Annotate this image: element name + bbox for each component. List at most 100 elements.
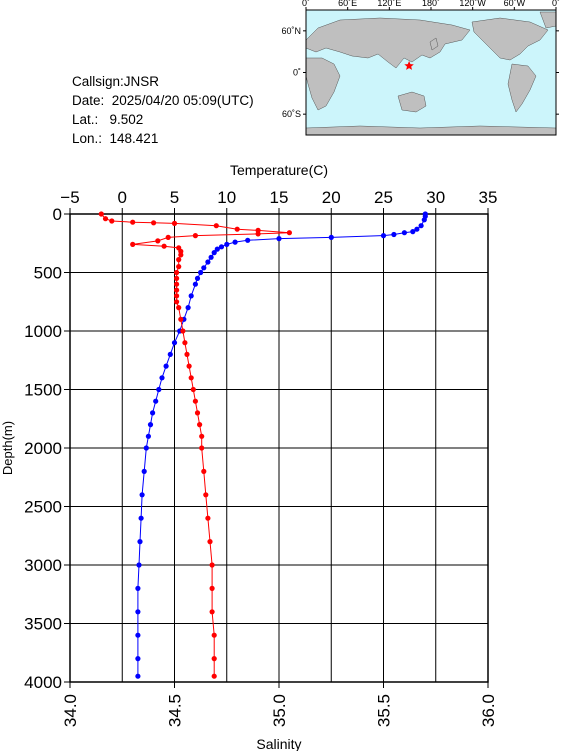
salinity-data-point xyxy=(186,363,192,369)
temperature-data-point xyxy=(276,236,282,242)
temperature-data-point xyxy=(143,445,149,451)
station-info: Callsign:JNSR Date: 2025/04/20 05:09(UTC… xyxy=(72,72,254,148)
temperature-data-point xyxy=(201,265,207,271)
temperature-data-point xyxy=(139,492,145,498)
salinity-data-point xyxy=(192,398,198,404)
temperature-series xyxy=(135,211,428,679)
salinity-data-point xyxy=(209,585,215,592)
temperature-tick-label: −5 xyxy=(60,188,79,207)
temperature-data-point xyxy=(167,351,173,357)
temperature-data-point xyxy=(198,269,204,276)
map-lon-label: 60˚W xyxy=(504,0,526,8)
temperature-data-point xyxy=(410,229,416,235)
salinity-data-point xyxy=(184,351,190,357)
series-layer xyxy=(98,211,428,679)
temperature-axis-label: Temperature(C) xyxy=(230,162,328,178)
map-lon-label: 0˚ xyxy=(302,0,310,8)
salinity-data-point xyxy=(171,220,178,226)
salinity-data-point xyxy=(201,468,207,474)
depth-tick-label: 2500 xyxy=(24,498,62,517)
temperature-tick-label: 30 xyxy=(426,188,445,207)
temperature-tick-label: 0 xyxy=(118,188,127,207)
temperature-data-point xyxy=(218,244,225,250)
map-lon-label: 60˚E xyxy=(338,0,357,8)
salinity-data-point xyxy=(130,241,136,247)
temperature-data-point xyxy=(401,230,407,236)
salinity-data-point xyxy=(102,216,109,222)
salinity-tick-label: 34.5 xyxy=(166,694,185,727)
temperature-data-point xyxy=(135,609,141,615)
salinity-data-point xyxy=(205,515,211,521)
depth-axis: 0 500 1000 1500 2000 2500 3000 3500 4000 xyxy=(24,205,70,692)
temperature-data-point xyxy=(135,656,141,662)
salinity-data-point xyxy=(165,234,171,240)
map-land xyxy=(305,11,557,136)
salinity-data-point xyxy=(180,328,186,334)
salinity-data-point xyxy=(174,299,180,305)
salinity-data-point xyxy=(174,281,180,287)
temperature-data-point xyxy=(150,410,156,416)
land-australia xyxy=(397,91,427,113)
salinity-data-point xyxy=(109,218,115,224)
depth-tick-label: 4000 xyxy=(24,673,62,692)
salinity-data-point xyxy=(176,305,182,311)
salinity-data-point xyxy=(174,293,180,299)
temperature-data-point xyxy=(224,241,230,247)
salinity-tick-label: 35.5 xyxy=(375,694,394,727)
depth-tick-label: 2000 xyxy=(24,439,62,458)
temperature-data-point xyxy=(185,305,191,311)
temperature-tick-label: 35 xyxy=(479,188,498,207)
depth-tick-label: 3000 xyxy=(24,556,62,575)
plot-grid xyxy=(69,213,489,683)
salinity-data-point xyxy=(211,632,217,638)
salinity-data-point xyxy=(194,410,201,416)
temperature-data-point xyxy=(163,363,169,369)
callsign-line: Callsign:JNSR xyxy=(72,74,160,89)
salinity-tick-label: 34.0 xyxy=(61,694,80,727)
map-lon-label: 0˚ xyxy=(552,0,560,8)
salinity-data-point xyxy=(174,269,180,276)
temperature-axis: −5 0 5 10 15 20 25 30 35 xyxy=(60,188,497,214)
temperature-data-point xyxy=(135,673,141,679)
map-lon-label: 120˚W xyxy=(459,0,486,8)
salinity-data-point xyxy=(207,539,213,545)
temperature-data-point xyxy=(391,231,397,238)
salinity-data-point xyxy=(155,238,161,244)
date-line: Date: 2025/04/20 05:09(UTC) xyxy=(72,93,254,108)
temperature-data-point xyxy=(232,239,238,245)
salinity-data-point xyxy=(286,230,292,236)
temperature-data-point xyxy=(135,632,141,638)
temperature-data-point xyxy=(147,422,154,428)
salinity-data-point xyxy=(130,219,136,225)
temperature-data-point xyxy=(205,259,211,265)
salinity-data-point xyxy=(178,316,184,322)
salinity-data-point xyxy=(209,609,215,615)
lat-line: Lat.: 9.502 xyxy=(72,112,144,127)
depth-tick-label: 500 xyxy=(34,264,62,283)
land-japan xyxy=(429,37,439,51)
temperature-data-point xyxy=(418,223,424,229)
temperature-data-point xyxy=(156,386,162,393)
temperature-data-point xyxy=(141,468,147,474)
land-eurasia xyxy=(305,17,471,69)
temperature-data-point xyxy=(194,275,201,281)
temperature-data-point xyxy=(421,217,427,223)
salinity-data-point xyxy=(182,340,188,346)
temperature-data-point xyxy=(135,585,141,592)
temperature-data-point xyxy=(380,233,387,239)
map-lat-label: 60˚N xyxy=(281,26,301,36)
salinity-data-point xyxy=(209,562,215,568)
salinity-data-point xyxy=(174,275,180,281)
depth-tick-label: 0 xyxy=(53,205,62,224)
temperature-tick-label: 20 xyxy=(322,188,341,207)
salinity-axis-label: Salinity xyxy=(256,736,301,751)
temperature-data-point xyxy=(171,340,178,346)
salinity-data-point xyxy=(174,287,180,293)
salinity-data-point xyxy=(213,223,219,229)
temperature-data-point xyxy=(192,281,198,287)
lon-line: Lon.: 148.421 xyxy=(72,131,159,146)
temperature-data-point xyxy=(208,254,214,260)
salinity-series xyxy=(98,211,292,679)
land-africa xyxy=(305,57,341,111)
